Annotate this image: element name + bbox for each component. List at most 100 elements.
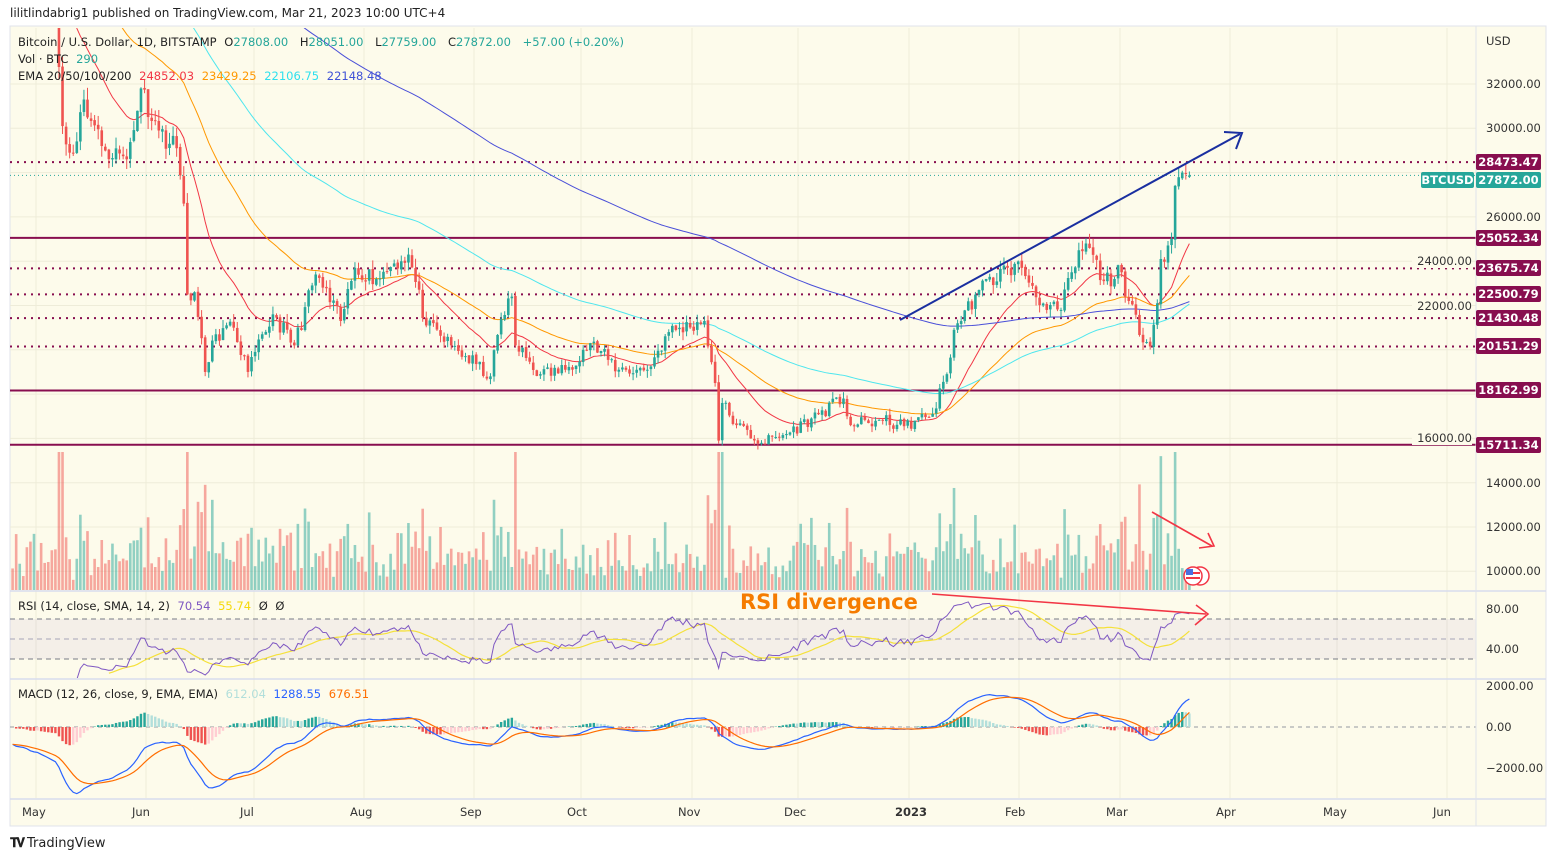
candle-down xyxy=(549,367,553,376)
volume-bar xyxy=(1163,564,1166,590)
candle-up xyxy=(942,381,945,389)
volume-bar xyxy=(642,567,646,590)
macd-histogram-bar xyxy=(984,720,988,727)
volume-bar xyxy=(596,548,599,590)
us-flag-event-icon[interactable] xyxy=(1183,566,1210,586)
rsi-divergence-arrow-line[interactable] xyxy=(931,593,1207,615)
candle-up xyxy=(492,350,496,377)
volume-bar xyxy=(339,538,342,590)
rsi-divergence-annotation[interactable]: RSI divergence xyxy=(740,590,918,614)
volume-bar xyxy=(1031,563,1034,590)
candle-up xyxy=(895,424,899,430)
candle-down xyxy=(439,330,442,336)
volume-bar xyxy=(660,569,663,590)
volume-bar xyxy=(699,570,703,590)
candle-down xyxy=(524,346,528,358)
macd-histogram-bar xyxy=(731,727,735,737)
macd-histogram-bar xyxy=(296,720,300,727)
candle-up xyxy=(899,419,902,425)
macd-histogram-bar xyxy=(125,721,128,727)
candle-up xyxy=(375,278,378,285)
candle-up xyxy=(332,300,335,303)
candle-down xyxy=(143,87,146,90)
macd-histogram-bar xyxy=(1020,727,1023,729)
macd-histogram-bar xyxy=(385,725,389,727)
macd-histogram-bar xyxy=(61,727,64,742)
volume-legend[interactable]: Vol · BTC 290 xyxy=(18,52,102,66)
candle-down xyxy=(1131,300,1134,305)
candle-down xyxy=(339,306,342,322)
candle-down xyxy=(763,443,767,445)
candle-up xyxy=(678,327,681,330)
time-tick: May xyxy=(1323,805,1347,819)
rsi-divergence-arrow-head[interactable] xyxy=(1194,604,1210,626)
macd-histogram-bar xyxy=(196,727,200,743)
volume-bar xyxy=(770,574,774,590)
candle-down xyxy=(870,423,874,427)
price-tick: 30000.00 xyxy=(1486,121,1541,136)
candle-up xyxy=(1152,324,1156,348)
macd-histogram-bar xyxy=(521,724,524,727)
volume-arrow-head[interactable] xyxy=(1198,532,1216,549)
pane-separators[interactable] xyxy=(10,26,1546,826)
macd-histogram-bar xyxy=(79,727,82,738)
volume-bar xyxy=(328,543,332,590)
candle-down xyxy=(89,118,93,121)
volume-bar xyxy=(200,512,203,590)
macd-histogram-bar xyxy=(571,726,574,727)
volume-bar xyxy=(14,534,18,590)
macd-histogram-bar xyxy=(1141,727,1145,736)
macd-histogram-bar xyxy=(421,727,424,732)
rsi-legend[interactable]: RSI (14, close, SMA, 14, 2) 70.54 55.74 … xyxy=(18,599,288,613)
volume-bar xyxy=(956,558,959,590)
macd-histogram-bar xyxy=(175,723,178,727)
candle-down xyxy=(293,342,296,346)
volume-bar xyxy=(671,564,674,590)
macd-histogram-bar xyxy=(959,717,963,727)
level-price-label: 22500.79 xyxy=(1476,286,1541,303)
macd-histogram-bar xyxy=(1091,724,1095,727)
volume-bar xyxy=(692,567,696,590)
candle-up xyxy=(621,367,624,370)
macd-histogram-bar xyxy=(699,725,703,727)
macd-histogram-bar xyxy=(963,717,966,727)
candle-up xyxy=(931,414,934,417)
price-tick: 32000.00 xyxy=(1486,77,1541,91)
trend-arrow-head[interactable] xyxy=(1223,131,1244,150)
ohlc-low: L27759.00 xyxy=(375,35,440,49)
candle-up xyxy=(271,314,275,327)
candle-up xyxy=(225,325,228,329)
candle-down xyxy=(107,149,111,160)
volume-bar xyxy=(842,551,845,590)
macd-histogram-bar xyxy=(824,722,827,727)
volume-bar xyxy=(906,546,909,590)
volume-bar xyxy=(342,536,346,590)
volume-bar xyxy=(745,565,749,590)
symbol-legend[interactable]: Bitcoin / U.S. Dollar, 1D, BITSTAMP O278… xyxy=(18,35,628,49)
horizontal-levels[interactable] xyxy=(10,161,1476,446)
macd-histogram-bar xyxy=(121,721,125,727)
candle-up xyxy=(1116,265,1120,279)
macd-histogram-bar xyxy=(50,727,54,733)
volume-bar xyxy=(132,540,136,590)
candle-down xyxy=(243,355,246,357)
volume-bar xyxy=(1063,509,1066,590)
ema-legend[interactable]: EMA 20/50/100/200 24852.03 23429.25 2210… xyxy=(18,69,386,83)
level-price-label: 21430.48 xyxy=(1476,310,1541,327)
volume-bar xyxy=(22,576,25,590)
macd-legend[interactable]: MACD (12, 26, close, 9, EMA, EMA) 612.04… xyxy=(18,687,373,701)
macd-histogram-bar xyxy=(96,725,100,727)
candle-up xyxy=(128,142,132,159)
volume-arrow-line[interactable] xyxy=(1151,511,1213,547)
volume-bar xyxy=(196,501,200,590)
level-price-label: 20151.29 xyxy=(1476,338,1541,355)
macd-histogram-bar xyxy=(631,727,635,729)
drawings[interactable] xyxy=(899,131,1244,626)
volume-bar xyxy=(43,562,46,590)
volume-bar xyxy=(161,570,164,590)
volume-bar xyxy=(824,547,827,590)
trend-arrow-line[interactable] xyxy=(899,133,1241,321)
macd-histogram-bar xyxy=(785,724,788,727)
macd-histogram-bar xyxy=(742,727,745,735)
